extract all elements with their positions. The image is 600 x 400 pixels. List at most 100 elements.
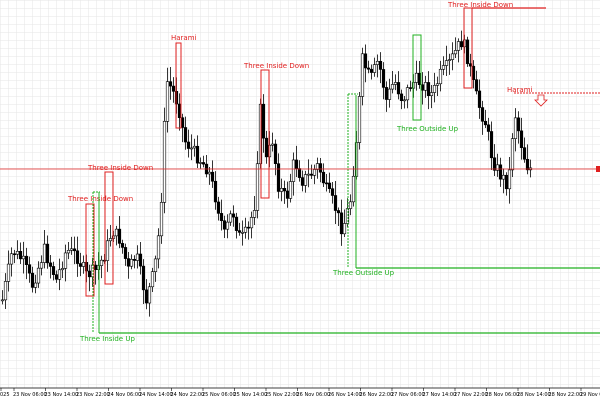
candle-body	[15, 250, 20, 255]
candle-body	[219, 213, 224, 222]
x-tick-label: 26 Nov 22:00	[360, 392, 394, 398]
candle-body	[135, 253, 140, 261]
candle-body	[261, 103, 266, 139]
x-tick-label: 24 Nov 14:00	[139, 392, 173, 398]
candle-body	[213, 180, 218, 203]
candle-body	[75, 250, 80, 264]
candle-body	[495, 164, 500, 171]
pattern-label-harami: Harami	[171, 34, 197, 42]
candle-body	[396, 82, 401, 95]
candle-body	[336, 210, 341, 214]
candle-body	[171, 85, 176, 92]
candle-body	[54, 274, 59, 280]
candle-body	[177, 103, 182, 118]
pattern-label-three-inside-down: Three Inside Down	[67, 195, 133, 203]
candle-body	[474, 79, 479, 92]
candle-body	[243, 226, 248, 233]
candle-body	[48, 262, 53, 267]
candle-body	[129, 258, 134, 267]
x-tick-label: 27 Nov 06:00	[391, 392, 425, 398]
candle-body	[12, 253, 17, 256]
candle-body	[453, 50, 458, 55]
x-tick-label: 28 Nov 22:00	[549, 392, 583, 398]
candle-body	[57, 269, 62, 280]
x-tick-label: 26 Nov 14:00	[328, 392, 362, 398]
x-tick-label: 25 Nov 22:00	[265, 392, 299, 398]
candle-body	[108, 238, 113, 242]
candle-body	[255, 163, 260, 211]
candle-body	[138, 253, 143, 267]
candle-body	[507, 169, 512, 190]
pattern-label-harami: Harami	[507, 86, 533, 94]
candle-body	[228, 213, 233, 223]
candle-body	[192, 145, 197, 149]
candle-body	[378, 60, 383, 70]
candle-body	[51, 266, 56, 275]
candle-body	[162, 121, 167, 203]
candle-body	[429, 92, 434, 96]
candle-body	[444, 60, 449, 66]
candle-body	[285, 190, 290, 199]
candle-body	[264, 137, 269, 158]
candle-body	[363, 53, 368, 69]
candle-body	[459, 41, 464, 48]
candle-body	[372, 64, 377, 73]
candle-body	[324, 182, 329, 185]
candle-body	[0, 299, 5, 302]
candle-body	[153, 258, 158, 272]
x-tick-label: 23 Nov 14:00	[45, 392, 79, 398]
candle-body	[288, 181, 293, 199]
x-tick-label: 23 Nov 22:00	[76, 392, 110, 398]
candle-body	[27, 264, 32, 274]
candle-body	[123, 247, 128, 259]
candle-body	[21, 255, 26, 260]
candle-body	[405, 87, 410, 101]
candle-body	[333, 195, 338, 211]
candle-body	[156, 235, 161, 260]
pattern-label-three-inside-down: Three Inside Down	[243, 62, 309, 70]
candle-body	[387, 88, 392, 100]
candle-body	[18, 250, 23, 260]
candle-body	[147, 286, 152, 304]
candle-body	[195, 145, 200, 164]
candle-body	[66, 250, 71, 254]
candle-body	[93, 264, 98, 270]
candle-body	[351, 175, 356, 203]
pattern-box-three-inside-down	[85, 203, 95, 297]
candle-body	[291, 159, 296, 182]
candle-body	[6, 263, 11, 282]
candle-body	[237, 230, 242, 233]
candle-body	[297, 168, 302, 178]
candle-body	[132, 258, 137, 261]
candle-body	[33, 282, 38, 288]
candle-body	[312, 169, 317, 176]
candle-body	[249, 217, 254, 229]
candle-body	[393, 82, 398, 85]
candle-body	[210, 171, 215, 182]
candle-body	[306, 173, 311, 176]
candle-body	[144, 289, 149, 304]
candle-body	[471, 65, 476, 80]
candle-body	[357, 96, 362, 143]
candle-body	[414, 72, 419, 83]
candle-body	[180, 117, 185, 128]
candle-body	[78, 263, 83, 267]
candle-body	[315, 163, 320, 170]
candle-body	[42, 243, 47, 263]
pattern-label-three-inside-down: Three Inside Down	[447, 1, 513, 9]
candle-body	[252, 210, 257, 218]
x-tick-label: 29 Nov 06:00	[580, 392, 600, 398]
candle-body	[309, 173, 314, 176]
candle-body	[294, 159, 299, 169]
candle-body	[342, 223, 347, 235]
pattern-label-three-inside-up: Three Inside Up	[79, 335, 135, 343]
candle-body	[504, 174, 509, 190]
x-tick-label: 25 Nov 14:00	[234, 392, 268, 398]
candle-body	[159, 202, 164, 237]
candle-body	[513, 117, 518, 139]
candle-body	[39, 262, 44, 269]
candle-body	[381, 69, 386, 88]
candle-body	[24, 255, 29, 265]
candle-body	[450, 53, 455, 60]
